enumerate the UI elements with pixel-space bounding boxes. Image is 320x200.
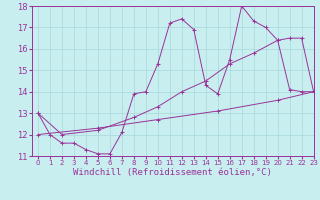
X-axis label: Windchill (Refroidissement éolien,°C): Windchill (Refroidissement éolien,°C) xyxy=(73,168,272,177)
